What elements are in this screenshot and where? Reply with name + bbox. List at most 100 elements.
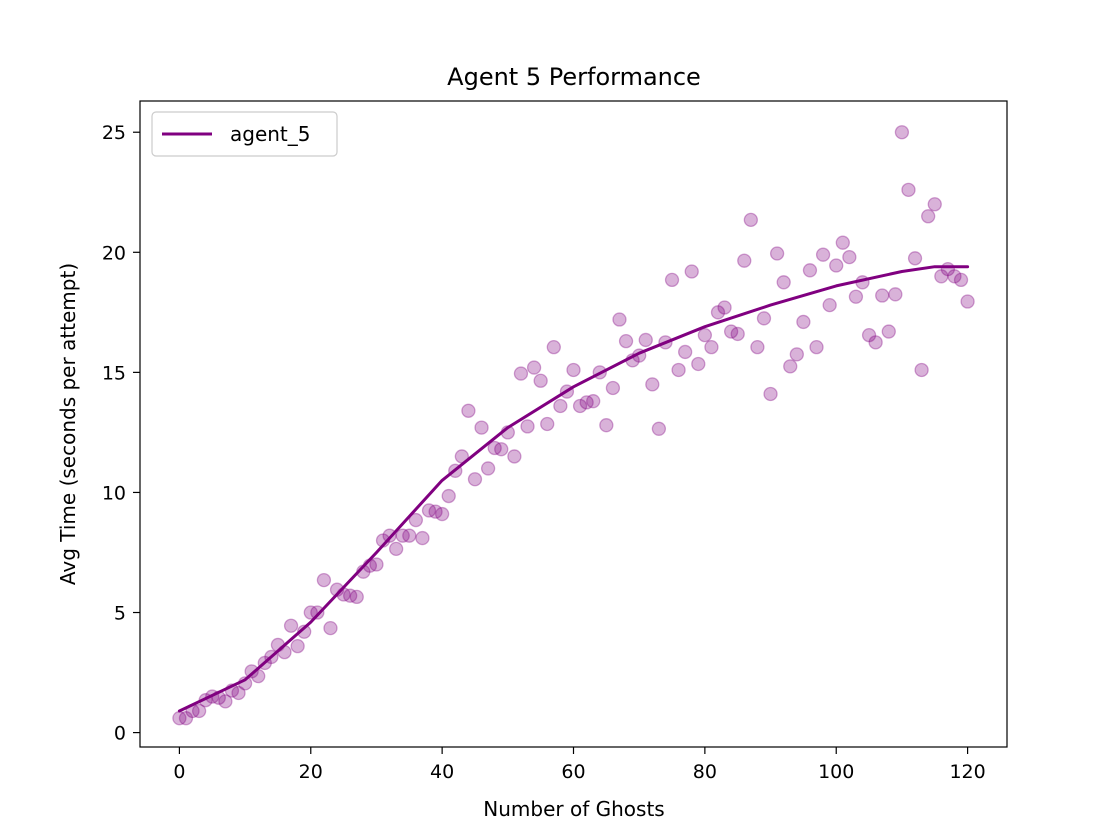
scatter-point <box>579 395 594 410</box>
scatter-point <box>934 269 949 284</box>
scatter-point <box>953 272 969 288</box>
scatter-point <box>553 398 568 414</box>
scatter-point <box>618 333 634 349</box>
scatter-point <box>494 442 509 457</box>
scatter-point <box>815 247 831 262</box>
y-tick-label: 20 <box>102 242 126 264</box>
scatter-point <box>927 197 942 212</box>
scatter-point <box>796 314 811 330</box>
scatter-point <box>546 340 561 355</box>
scatter-point <box>533 373 548 388</box>
scatter-point <box>474 420 489 435</box>
scatter-point <box>395 528 410 543</box>
x-tick-label: 100 <box>818 761 854 783</box>
scatter-point <box>737 253 752 268</box>
scatter-point <box>848 289 864 304</box>
scatter-point <box>651 421 667 436</box>
scatter-point <box>323 620 338 636</box>
scatter-point <box>947 269 962 284</box>
x-tick-label: 20 <box>299 761 323 783</box>
x-tick-label: 60 <box>561 761 585 783</box>
legend: agent_5 <box>151 111 338 157</box>
scatter-point <box>428 504 443 519</box>
scatter-point <box>842 249 857 265</box>
scatter-point <box>487 440 502 456</box>
x-tick-label: 0 <box>173 761 185 783</box>
scatter-point <box>881 324 896 339</box>
scatter-point <box>671 362 686 378</box>
scatter-point <box>540 416 555 432</box>
scatter-point <box>678 344 693 360</box>
scatter-point <box>763 386 778 402</box>
scatter-point <box>178 711 194 726</box>
scatter-point <box>960 294 975 309</box>
scatter-point <box>441 488 456 504</box>
scatter-point <box>645 377 660 392</box>
scatter-point <box>756 311 772 326</box>
scatter-point <box>218 694 233 709</box>
scatter-point <box>586 394 601 409</box>
scatter-point <box>776 275 791 290</box>
scatter-point <box>710 305 726 320</box>
scatter-point <box>369 557 384 572</box>
scatter-point <box>894 125 910 140</box>
scatter-point <box>717 300 732 315</box>
scatter-point <box>526 360 542 375</box>
scatter-point <box>605 380 621 396</box>
y-tick-label: 25 <box>102 122 126 144</box>
scatter-point <box>612 312 627 327</box>
axes: 0 20 40 60 80 100 120 0 5 10 15 20 25 <box>102 100 1008 783</box>
x-tick-label: 80 <box>693 761 717 783</box>
scatter-point <box>822 297 837 313</box>
scatter-point <box>921 209 936 224</box>
scatter-point <box>809 340 824 355</box>
scatter-point <box>868 335 883 350</box>
chart-title: Agent 5 Performance <box>447 63 701 91</box>
scatter-point <box>303 605 318 620</box>
scatter-point <box>697 327 713 343</box>
scatter-point <box>861 327 877 343</box>
scatter-point <box>467 472 483 487</box>
x-axis-title: Number of Ghosts <box>483 797 664 821</box>
legend-label: agent_5 <box>230 122 311 146</box>
scatter-point <box>434 506 450 522</box>
scatter-point <box>290 638 305 654</box>
scatter-point <box>507 449 522 464</box>
scatter-point <box>750 340 765 355</box>
y-tick-label: 5 <box>114 603 126 625</box>
scatter-point <box>402 528 417 543</box>
scatter-point <box>283 618 299 633</box>
y-axis-title: Avg Time (seconds per attempt) <box>56 263 80 585</box>
scatter-point <box>231 685 246 701</box>
scatter-point <box>723 324 739 339</box>
x-tick-label: 40 <box>430 761 454 783</box>
scatter-point <box>835 235 850 250</box>
scatter-point <box>664 272 680 288</box>
scatter-point <box>789 347 804 362</box>
scatter-point <box>829 258 844 273</box>
scatter-point <box>901 182 916 198</box>
scatter-point <box>461 403 476 418</box>
scatter-point <box>691 356 706 372</box>
scatter-point <box>888 287 903 302</box>
scatter-point <box>244 664 259 679</box>
scatter-point <box>349 589 364 605</box>
scatter-point <box>343 588 358 603</box>
scatter-point <box>572 398 588 414</box>
scatter-point <box>914 362 929 378</box>
y-tick-label: 0 <box>114 723 126 745</box>
scatter-point <box>875 288 890 303</box>
scatter-point <box>310 605 325 620</box>
scatter-point <box>802 263 818 278</box>
scatter-point <box>316 572 332 588</box>
scatter-point <box>638 332 653 348</box>
scatter-point <box>599 418 614 433</box>
scatter-point <box>408 512 424 528</box>
legend-box <box>151 111 338 157</box>
scatter-point <box>480 461 496 476</box>
scatter-point <box>704 340 719 355</box>
plot-marks <box>172 125 975 726</box>
scatter-point <box>769 246 785 261</box>
scatter-point <box>730 326 745 342</box>
